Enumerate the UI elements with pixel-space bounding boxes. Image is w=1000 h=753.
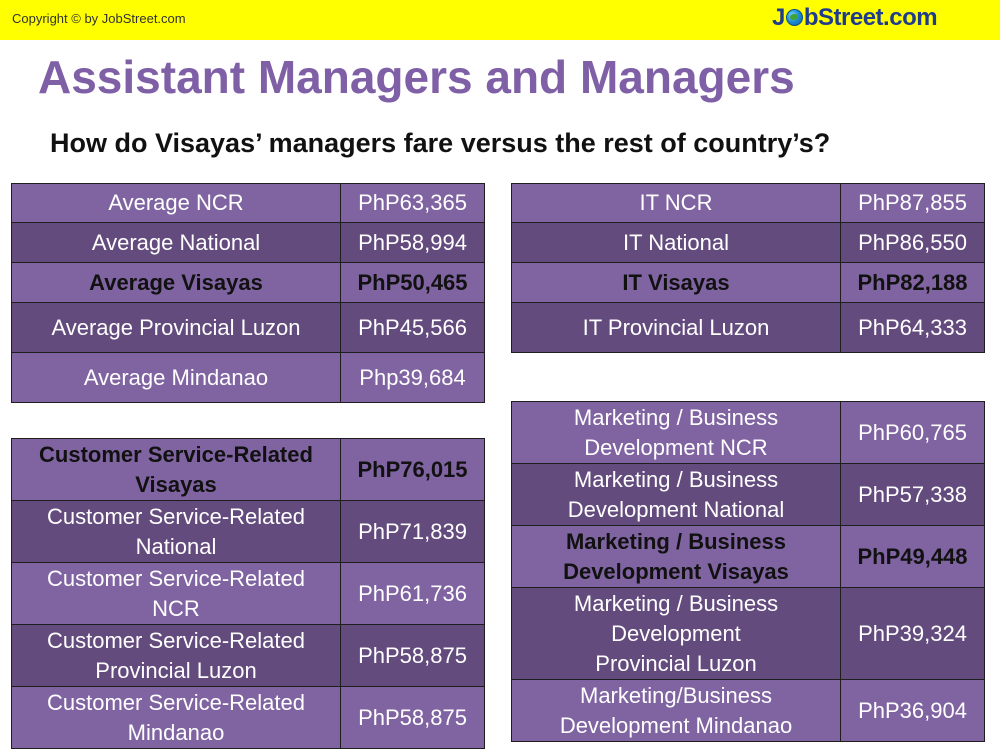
table-row: Customer Service-Related Mindanao PhP58,8… — [11, 686, 485, 749]
salary-value: PhP57,338 — [840, 463, 985, 526]
salary-value: PhP58,875 — [340, 624, 485, 687]
salary-value: PhP60,765 — [840, 401, 985, 464]
table-row: IT Visayas PhP82,188 — [511, 262, 985, 303]
salary-value: PhP50,465 — [340, 262, 485, 303]
row-label: Marketing / Business Development Provincia… — [511, 587, 841, 680]
table-row: Average NCR PhP63,365 — [11, 183, 485, 223]
table-row: IT National PhP86,550 — [511, 222, 985, 263]
table-row: Marketing / Business Development National… — [511, 463, 985, 526]
table-row: Customer Service-Related Provincial Luzon… — [11, 624, 485, 687]
table-row: Average Visayas PhP50,465 — [11, 262, 485, 303]
row-label: IT Visayas — [511, 262, 841, 303]
marketing-salary-table: Marketing / Business Development NCR PhP6… — [511, 401, 985, 742]
page-title: Assistant Managers and Managers — [38, 51, 795, 103]
row-label: Customer Service-Related Provincial Luzon — [11, 624, 341, 687]
row-label: Marketing / Business Development NCR — [511, 401, 841, 464]
salary-value: PhP76,015 — [340, 438, 485, 501]
row-label: Average Visayas — [11, 262, 341, 303]
salary-value: PhP71,839 — [340, 500, 485, 563]
salary-value: PhP49,448 — [840, 525, 985, 588]
salary-value: PhP39,324 — [840, 587, 985, 680]
table-row: IT Provincial Luzon PhP64,333 — [511, 302, 985, 353]
salary-value: Php39,684 — [340, 352, 485, 403]
salary-value: PhP86,550 — [840, 222, 985, 263]
it-salary-table: IT NCR PhP87,855 IT National PhP86,550 I… — [511, 183, 985, 353]
row-label: Average NCR — [11, 183, 341, 223]
table-row: Marketing/Business Development Mindanao P… — [511, 679, 985, 742]
table-row: Average Mindanao Php39,684 — [11, 352, 485, 403]
table-row: Average Provincial Luzon PhP45,566 — [11, 302, 485, 353]
table-row: IT NCR PhP87,855 — [511, 183, 985, 223]
table-row: Customer Service-Related National PhP71,8… — [11, 500, 485, 563]
row-label: Marketing / Business Development National — [511, 463, 841, 526]
salary-value: PhP87,855 — [840, 183, 985, 223]
row-label: Marketing/Business Development Mindanao — [511, 679, 841, 742]
salary-value: PhP45,566 — [340, 302, 485, 353]
table-row: Customer Service-Related Visayas PhP76,01… — [11, 438, 485, 501]
table-row: Average National PhP58,994 — [11, 222, 485, 263]
table-row: Marketing / Business Development NCR PhP6… — [511, 401, 985, 464]
subtitle: How do Visayas’ managers fare versus the… — [50, 128, 831, 158]
row-label: Customer Service-Related Visayas — [11, 438, 341, 501]
salary-value: PhP61,736 — [340, 562, 485, 625]
row-label: Average Mindanao — [11, 352, 341, 403]
row-label: Marketing / Business Development Visayas — [511, 525, 841, 588]
table-row: Marketing / Business Development Provincia… — [511, 587, 985, 680]
row-label: Average National — [11, 222, 341, 263]
salary-value: PhP64,333 — [840, 302, 985, 353]
salary-value: PhP58,994 — [340, 222, 485, 263]
row-label: Customer Service-Related National — [11, 500, 341, 563]
salary-value: PhP36,904 — [840, 679, 985, 742]
copyright-text: Copyright © by JobStreet.com — [12, 11, 186, 26]
customer-service-salary-table: Customer Service-Related Visayas PhP76,01… — [11, 438, 485, 749]
row-label: Customer Service-Related Mindanao — [11, 686, 341, 749]
globe-icon — [785, 9, 803, 26]
row-label: IT NCR — [511, 183, 841, 223]
table-row: Marketing / Business Development Visayas … — [511, 525, 985, 588]
salary-value: PhP58,875 — [340, 686, 485, 749]
salary-value: PhP82,188 — [840, 262, 985, 303]
salary-value: PhP63,365 — [340, 183, 485, 223]
row-label: IT National — [511, 222, 841, 263]
row-label: Average Provincial Luzon — [11, 302, 341, 353]
average-salary-table: Average NCR PhP63,365 Average National P… — [11, 183, 485, 403]
row-label: IT Provincial Luzon — [511, 302, 841, 353]
row-label: Customer Service-Related NCR — [11, 562, 341, 625]
table-row: Customer Service-Related NCR PhP61,736 — [11, 562, 485, 625]
